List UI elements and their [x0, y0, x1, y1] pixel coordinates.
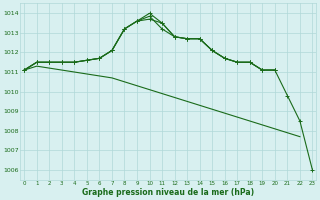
X-axis label: Graphe pression niveau de la mer (hPa): Graphe pression niveau de la mer (hPa) — [82, 188, 254, 197]
